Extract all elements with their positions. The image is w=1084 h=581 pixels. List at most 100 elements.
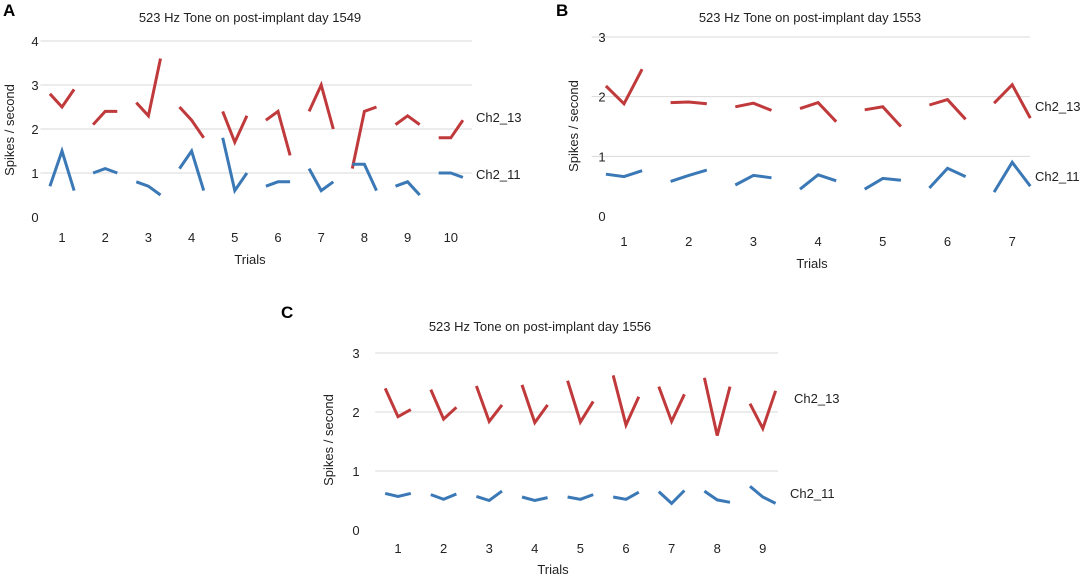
series-segment-ch2-13-trial-8 <box>702 377 732 436</box>
series-segment-ch2-13-trial-2 <box>91 109 118 126</box>
series-segment-ch2-11-trial-3 <box>135 180 162 197</box>
x-tick-label: 4 <box>188 230 195 245</box>
x-tick-label: 2 <box>685 234 692 249</box>
panel-c-title: 523 Hz Tone on post-implant day 1556 <box>429 319 651 334</box>
x-tick-label: 5 <box>577 541 584 556</box>
panel-c-y-axis-label: Spikes / second <box>321 394 336 486</box>
series-segment-ch2-11-trial-7 <box>992 159 1032 193</box>
panel-b-title: 523 Hz Tone on post-implant day 1553 <box>699 10 921 25</box>
x-tick-label: 9 <box>759 541 766 556</box>
series-segment-ch2-11-trial-1 <box>384 491 412 498</box>
series-segment-ch2-11-trial-4 <box>799 173 837 191</box>
series-segment-ch2-13-trial-4 <box>178 105 205 139</box>
panel-b: B 523 Hz Tone on post-implant day 1553 S… <box>556 1 1081 271</box>
x-tick-label: 5 <box>231 230 238 245</box>
panel-a-x-axis-label: Trials <box>234 252 266 267</box>
y-tick-label: 2 <box>31 122 38 137</box>
x-tick-label: 6 <box>622 541 629 556</box>
series-segment-ch2-11-trial-10 <box>438 171 464 179</box>
series-segment-ch2-13-trial-7 <box>307 80 335 130</box>
x-tick-label: 1 <box>394 541 401 556</box>
x-tick-label: 7 <box>668 541 675 556</box>
series-segment-ch2-11-trial-6 <box>265 180 291 188</box>
panel-c: C 523 Hz Tone on post-implant day 1556 S… <box>281 303 840 577</box>
series-segment-ch2-13-trial-1 <box>383 387 412 419</box>
series-segment-ch2-11-trial-7 <box>307 167 335 193</box>
series-segment-ch2-13-trial-1 <box>604 68 644 107</box>
series-segment-ch2-13-trial-4 <box>520 384 549 426</box>
series-segment-ch2-11-trial-2 <box>670 168 708 183</box>
x-tick-label: 7 <box>1009 234 1016 249</box>
panel-c-y-ticks: 0 1 2 3 <box>352 346 359 538</box>
x-tick-label: 2 <box>102 230 109 245</box>
series-segment-ch2-11-trial-6 <box>928 166 967 190</box>
panel-b-x-axis-label: Trials <box>796 256 828 271</box>
panel-a-label: A <box>3 1 15 20</box>
panel-b-ch2-13-label: Ch2_13 <box>1035 99 1081 114</box>
x-tick-label: 4 <box>531 541 538 556</box>
x-tick-label: 3 <box>145 230 152 245</box>
panel-b-x-ticks: 1 2 3 4 5 6 7 <box>620 234 1015 249</box>
series-segment-ch2-13-trial-10 <box>438 119 465 140</box>
panel-c-x-ticks: 1 2 3 4 5 6 7 8 9 <box>394 541 766 556</box>
panel-a-ch2-11-series <box>48 137 464 197</box>
panel-c-ch2-11-series <box>384 485 777 506</box>
y-tick-label: 1 <box>31 166 38 181</box>
panel-b-ch2-13-series <box>604 68 1032 128</box>
y-tick-label: 0 <box>352 523 359 538</box>
series-segment-ch2-11-trial-9 <box>394 180 421 197</box>
series-segment-ch2-11-trial-3 <box>734 173 772 187</box>
x-tick-label: 3 <box>486 541 493 556</box>
y-tick-label: 0 <box>31 210 38 225</box>
panel-a-y-axis-label: Spikes / second <box>2 84 17 176</box>
y-tick-label: 1 <box>598 149 605 164</box>
series-segment-ch2-11-trial-2 <box>92 167 118 175</box>
series-segment-ch2-11-trial-5 <box>567 493 594 501</box>
panel-a-ch2-11-label: Ch2_11 <box>476 167 521 182</box>
y-tick-label: 4 <box>31 34 38 49</box>
series-segment-ch2-13-trial-6 <box>928 97 967 121</box>
series-segment-ch2-13-trial-6 <box>265 108 292 156</box>
series-segment-ch2-13-trial-3 <box>135 58 162 119</box>
series-segment-ch2-13-trial-3 <box>474 385 504 425</box>
series-segment-ch2-13-trial-5 <box>864 105 903 128</box>
x-tick-label: 1 <box>58 230 65 245</box>
x-tick-label: 8 <box>714 541 721 556</box>
series-segment-ch2-13-trial-4 <box>799 100 838 123</box>
panel-b-y-axis-label: Spikes / second <box>566 80 581 172</box>
series-segment-ch2-11-trial-5 <box>863 176 902 191</box>
x-tick-label: 4 <box>814 234 821 249</box>
series-segment-ch2-13-trial-5 <box>566 380 595 426</box>
panel-c-ch2-13-label: Ch2_13 <box>794 391 840 406</box>
series-segment-ch2-11-trial-1 <box>605 169 643 179</box>
series-segment-ch2-13-trial-5 <box>221 110 249 147</box>
series-segment-ch2-13-trial-8 <box>350 105 378 169</box>
y-tick-label: 2 <box>352 405 359 420</box>
panel-a-ch2-13-label: Ch2_13 <box>476 110 522 125</box>
panel-b-gridlines <box>591 36 1030 157</box>
series-segment-ch2-13-trial-3 <box>735 101 773 112</box>
series-segment-ch2-11-trial-3 <box>475 489 503 503</box>
series-segment-ch2-13-trial-7 <box>657 386 686 426</box>
x-tick-label: 6 <box>274 230 281 245</box>
panel-c-label: C <box>281 303 293 322</box>
y-tick-label: 0 <box>598 209 605 224</box>
panel-c-x-axis-label: Trials <box>537 562 569 577</box>
series-segment-ch2-13-trial-1 <box>48 88 76 110</box>
panel-a-y-ticks: 0 1 2 3 4 <box>31 34 38 225</box>
series-segment-ch2-13-trial-2 <box>429 389 458 422</box>
panel-a-ch2-13-series <box>48 58 465 169</box>
y-tick-label: 3 <box>598 30 605 45</box>
panel-a-x-ticks: 1 2 3 4 5 6 7 8 9 10 <box>58 230 458 245</box>
series-segment-ch2-11-trial-7 <box>657 489 686 506</box>
series-segment-ch2-11-trial-8 <box>703 489 731 504</box>
series-segment-ch2-11-trial-8 <box>352 162 378 192</box>
x-tick-label: 3 <box>750 234 757 249</box>
x-tick-label: 1 <box>620 234 627 249</box>
panel-c-ch2-11-label: Ch2_11 <box>790 486 835 501</box>
series-segment-ch2-13-trial-2 <box>670 100 707 106</box>
series-segment-ch2-11-trial-6 <box>612 490 640 501</box>
series-segment-ch2-11-trial-2 <box>430 492 457 501</box>
y-tick-label: 2 <box>598 90 605 105</box>
